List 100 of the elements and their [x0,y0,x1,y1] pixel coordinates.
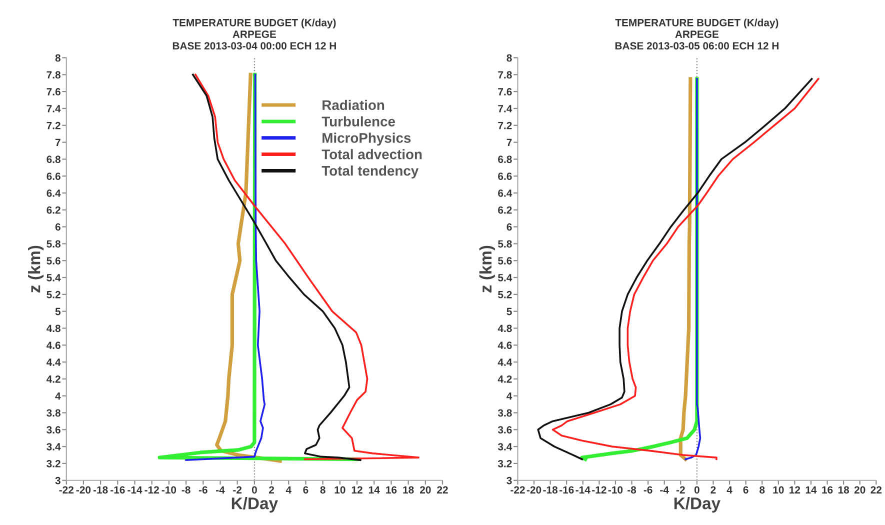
y-tick-label: 6 [506,223,512,231]
x-tick-label: -16 [559,486,574,494]
y-tick-label: 3.4 [498,443,512,450]
y-tick-label: 3.8 [46,409,60,417]
y-tick-label: 6 [55,223,60,231]
x-tick-label: 4 [286,486,292,494]
x-axis-title: K/Day [232,497,278,513]
x-tick-label: 2 [710,486,716,494]
x-tick-label: -4 [216,486,225,494]
x-tick-label: -8 [182,486,190,494]
x-tick-label: -10 [608,486,623,494]
x-tick-label: -22 [59,486,74,494]
x-tick-label: 2 [269,486,274,494]
x-tick-label: -2 [233,486,242,494]
x-tick-label: 22 [437,486,448,494]
y-tick-label: 8 [55,54,60,62]
y-tick-label: 7 [506,138,512,146]
x-tick-label: -18 [93,486,108,494]
y-tick-label: 6.4 [498,189,512,197]
y-tick-label: 4.4 [46,358,61,366]
legend-label: Total advection [322,149,422,160]
y-tick-label: 5 [55,308,61,316]
y-tick-label: 6.8 [46,156,60,164]
x-tick-label: -20 [526,486,542,494]
y-tick-label: 5.8 [46,240,60,248]
x-tick-label: -6 [644,486,652,494]
chart-title: TEMPERATURE BUDGET (K/day) ARPEGE BASE 2013-03-05 06:00 ECH 12 H [615,18,778,50]
x-tick-label: -4 [660,486,669,494]
x-tick-label: 10 [334,486,346,494]
x-axis-title: K/Day [674,497,720,513]
x-tick-label: -12 [144,486,159,494]
y-tick-label: 5.2 [46,290,60,298]
y-tick-label: 5.4 [498,274,512,282]
y-tick-label: 6.2 [498,206,512,214]
y-tick-label: 7.6 [46,88,60,96]
y-tick-label: 5.6 [46,257,60,264]
y-tick-label: 8 [506,54,512,62]
legend-label: Turbulence [322,116,395,126]
y-tick-label: 4.4 [498,358,512,366]
y-tick-label: 7.8 [46,71,60,79]
y-tick-label: 3.2 [46,460,60,468]
x-tick-label: 6 [303,486,308,494]
x-tick-label: 8 [320,486,326,494]
y-tick-label: 6.6 [46,172,60,180]
x-tick-label: -14 [128,486,142,494]
x-tick-label: 18 [403,486,414,494]
y-tick-label: 4.6 [46,342,60,350]
x-tick-label: 20 [854,486,866,494]
y-tick-label: 4.8 [498,324,512,332]
legend-label: Radiation [322,100,384,110]
y-tick-label: 7.2 [498,122,512,130]
x-tick-label: 18 [838,486,850,494]
x-tick-label: -10 [162,486,176,494]
x-tick-label: 4 [726,486,732,494]
x-tick-label: 14 [368,486,380,494]
x-tick-label: 10 [773,486,784,494]
y-tick-label: 7 [55,138,60,146]
y-tick-label: 3.6 [498,426,512,434]
x-tick-label: 12 [352,486,362,494]
x-tick-label: -16 [110,486,125,494]
x-tick-label: 14 [806,486,817,494]
y-tick-label: 3.2 [498,460,512,468]
y-tick-label: 6.4 [46,189,61,197]
y-tick-label: 3 [506,476,512,484]
y-tick-label: 5.6 [498,257,512,264]
y-tick-label: 4.6 [498,342,512,350]
y-tick-label: 5.2 [498,290,512,298]
x-tick-label: 16 [822,486,833,494]
y-tick-label: 6.2 [46,206,60,214]
y-tick-label: 4.2 [46,375,60,383]
y-tick-label: 4 [506,392,512,400]
x-tick-label: 8 [760,486,765,494]
y-tick-label: 7.6 [498,88,512,96]
y-tick-label: 7.4 [498,105,512,112]
y-axis-title: z (km) [479,246,495,292]
y-tick-label: 4 [55,392,61,400]
x-tick-label: 0 [694,486,700,494]
y-tick-label: 3.6 [46,426,60,434]
y-tick-label: 4.8 [46,324,60,332]
y-tick-label: 4.2 [498,375,512,383]
y-tick-label: 3.8 [498,409,512,417]
legend-label: MicroPhysics [322,132,411,146]
y-tick-label: 7.2 [46,122,60,130]
x-tick-label: -8 [628,486,636,494]
x-tick-label: 20 [420,486,431,494]
x-tick-label: 12 [790,486,800,494]
y-tick-label: 3 [55,476,60,484]
x-tick-label: -6 [198,486,208,494]
legend-label: Total tendency [322,166,419,178]
y-axis-title: z (km) [28,246,44,292]
y-tick-label: 6.8 [498,156,512,164]
y-tick-label: 7.4 [46,105,61,112]
y-tick-label: 5.8 [498,240,512,248]
x-tick-label: -2 [676,486,685,494]
x-tick-label: 16 [386,486,397,494]
x-tick-label: -18 [543,486,558,494]
x-tick-label: -20 [76,486,91,494]
chart-title: TEMPERATURE BUDGET (K/day) ARPEGE BASE 2013-03-04 00:00 ECH 12 H [172,18,336,50]
x-tick-label: -14 [576,486,590,494]
x-tick-label: -22 [510,486,525,494]
